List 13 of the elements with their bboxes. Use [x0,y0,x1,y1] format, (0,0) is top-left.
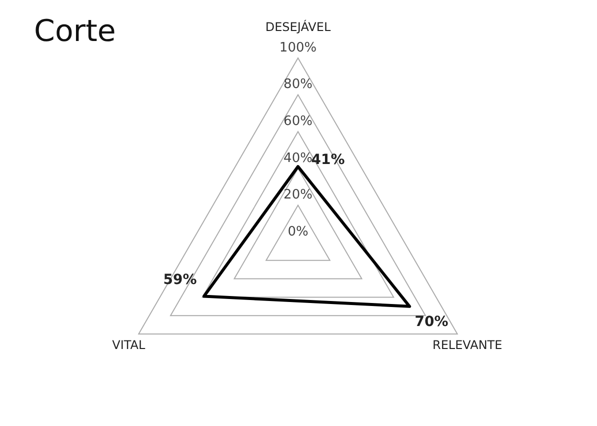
chart-title: Corte [34,14,116,49]
data-label: 70% [414,314,448,330]
y-tick-label: 0% [288,224,308,240]
data-label: 59% [163,272,197,288]
y-tick-label: 40% [284,150,312,166]
y-tick-label: 20% [284,188,312,203]
spoke-label: VITAL [112,338,146,352]
data-label: 41% [311,152,345,168]
y-tick-label: 80% [284,77,312,92]
spoke-label: RELEVANTE [432,338,502,352]
spoke-label: DESEJÁVEL [265,19,331,34]
y-tick-label: 100% [279,40,317,56]
y-tick-label: 60% [284,114,312,129]
